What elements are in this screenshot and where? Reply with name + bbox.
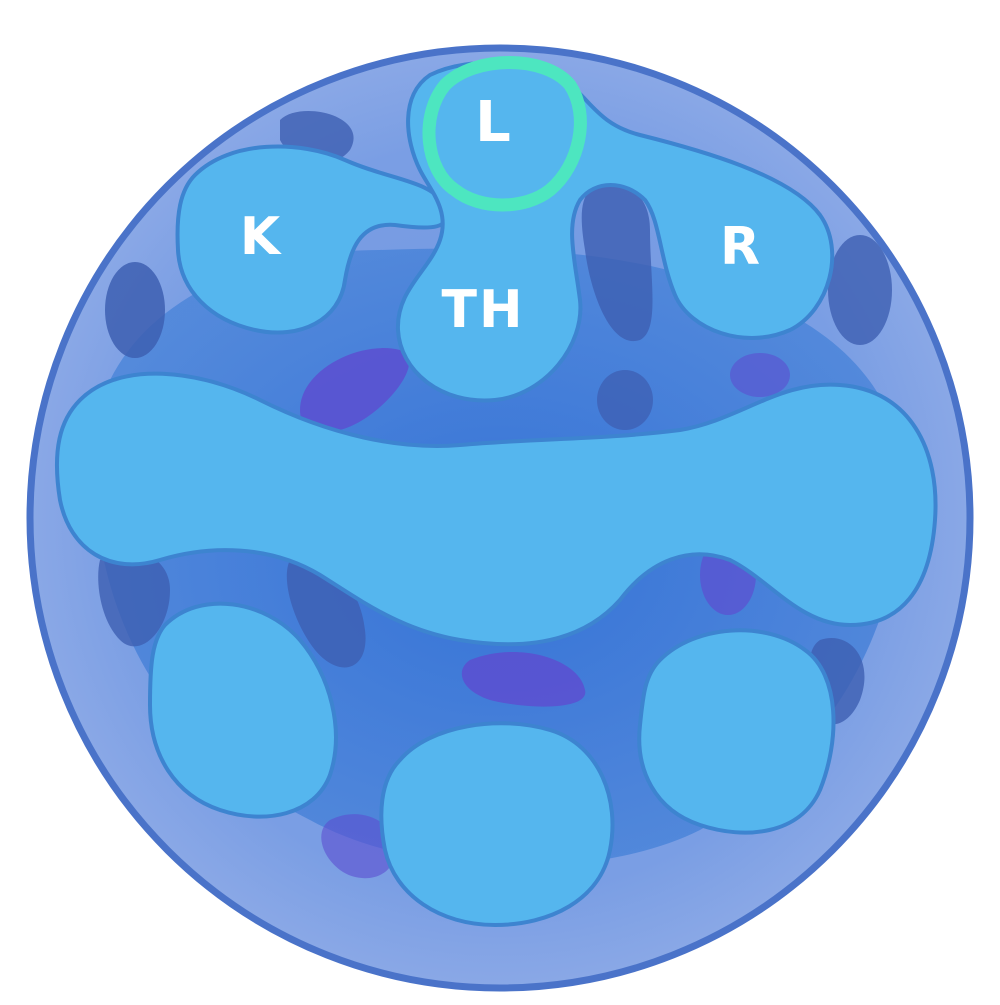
pad-bottom-center[interactable] [379,721,615,928]
pad-bottom-left[interactable] [147,601,338,819]
pad-label-th: TH [442,280,525,340]
selection-ring [422,56,587,212]
holes [98,111,892,879]
pad-l-th[interactable] [395,60,835,403]
pad-bottom-right[interactable] [637,628,836,835]
pad-label-l: L [475,90,513,155]
pad-k[interactable] [175,144,449,335]
pad-label-r: R [720,217,762,277]
pad-middle-band[interactable] [54,371,938,647]
pads [54,60,938,928]
pad-label-k: K [240,207,282,267]
